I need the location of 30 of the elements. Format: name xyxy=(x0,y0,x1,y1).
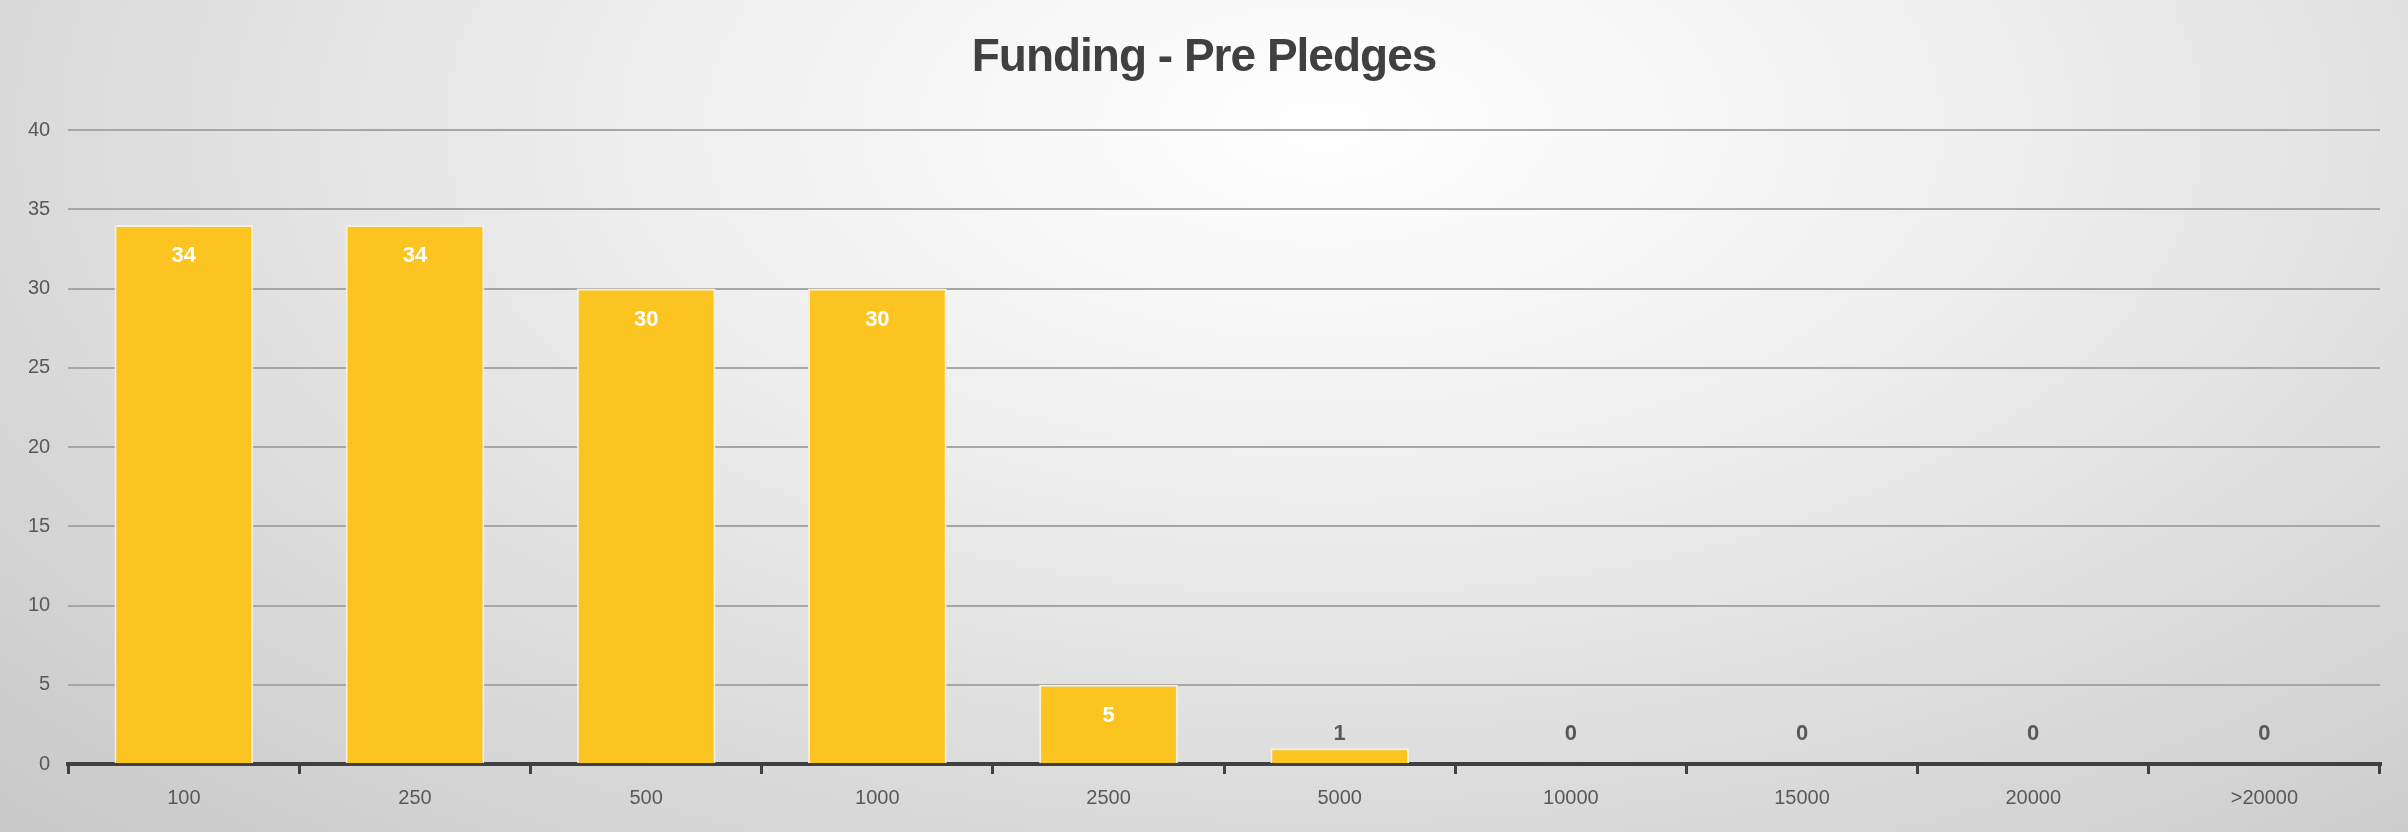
y-tick-label: 0 xyxy=(39,751,51,774)
y-tick-label: 25 xyxy=(28,355,51,378)
y-tick-label: 5 xyxy=(39,672,51,695)
data-label: 1 xyxy=(1333,720,1346,746)
x-tick-label: 100 xyxy=(167,785,201,808)
x-tick-label: 15000 xyxy=(1774,785,1830,808)
x-tick-label: 20000 xyxy=(2005,785,2062,808)
x-tick-label: 1000 xyxy=(855,785,900,808)
x-tick-label: 5000 xyxy=(1317,785,1362,808)
x-tick-label: 500 xyxy=(629,785,663,808)
data-label: 30 xyxy=(633,305,659,331)
y-tick-label: 15 xyxy=(28,513,51,536)
data-label: 0 xyxy=(1564,720,1578,746)
data-label: 5 xyxy=(1102,701,1115,727)
y-tick-label: 35 xyxy=(28,196,51,219)
chart-title: Funding - Pre Pledges xyxy=(970,28,1438,82)
x-tick-label: >20000 xyxy=(2230,785,2299,808)
data-label: 0 xyxy=(1795,720,1809,746)
y-tick-label: 30 xyxy=(28,276,51,299)
y-tick-label: 20 xyxy=(28,434,51,457)
data-label: 34 xyxy=(171,242,197,268)
x-tick-label: 10000 xyxy=(1543,785,1599,808)
data-label: 34 xyxy=(402,242,428,268)
x-tick-label: 250 xyxy=(398,785,432,808)
data-label: 0 xyxy=(2258,720,2271,746)
data-label: 0 xyxy=(2027,720,2040,746)
data-label: 30 xyxy=(865,305,890,331)
y-tick-label: 40 xyxy=(28,117,51,140)
x-tick-label: 2500 xyxy=(1086,785,1131,808)
y-tick-label: 10 xyxy=(28,593,51,616)
